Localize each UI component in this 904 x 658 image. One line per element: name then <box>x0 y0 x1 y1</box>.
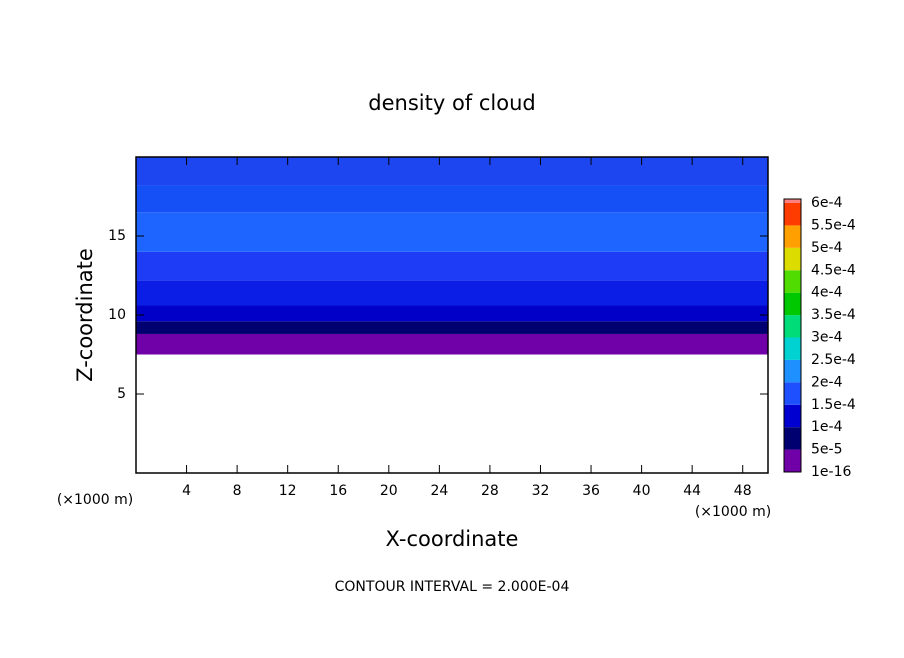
x-tick-label: 8 <box>233 483 242 499</box>
colorbar-cell <box>784 292 801 316</box>
colorbar-cell <box>784 270 801 293</box>
colorbar-label: 1e-4 <box>811 419 843 435</box>
x-tick-label: 20 <box>380 483 398 499</box>
contour-band <box>136 280 768 306</box>
colorbar-label: 5.5e-4 <box>811 217 856 233</box>
contour-band <box>136 251 768 281</box>
colorbar-label: 1e-16 <box>811 464 851 480</box>
x-tick-label: 44 <box>683 483 701 499</box>
contour-band <box>136 157 768 186</box>
colorbar-cell <box>784 247 801 271</box>
colorbar-label: 3e-4 <box>811 330 843 346</box>
colorbar-label: 2e-4 <box>811 374 843 390</box>
x-unit-label: (×1000 m) <box>695 504 771 520</box>
footer: CONTOUR INTERVAL = 2.000E-04 <box>335 579 570 595</box>
colorbar-label: 4e-4 <box>811 285 843 301</box>
y-tick-label: 10 <box>108 307 126 323</box>
contour-band <box>136 305 768 322</box>
x-tick-label: 32 <box>532 483 550 499</box>
x-unit-label: (×1000 m) <box>57 492 133 508</box>
colorbar-cell <box>784 404 801 428</box>
x-tick-label: 24 <box>430 483 448 499</box>
x-tick-label: 28 <box>481 483 499 499</box>
contour-band <box>136 185 768 213</box>
contour-band <box>136 212 768 252</box>
y-tick-label: 5 <box>117 386 126 402</box>
colorbar-cell <box>784 449 801 472</box>
x-tick-label: 12 <box>279 483 297 499</box>
x-tick-label: 36 <box>582 483 600 499</box>
chart-title: density of cloud <box>368 91 535 115</box>
colorbar-cell <box>784 315 801 338</box>
x-axis-label: X-coordinate <box>386 527 519 551</box>
colorbar-label: 4.5e-4 <box>811 262 856 278</box>
colorbar-label: 2.5e-4 <box>811 352 856 368</box>
contour-band <box>136 333 768 355</box>
x-tick-label: 16 <box>329 483 347 499</box>
colorbar-cell <box>784 382 801 405</box>
colorbar-cell <box>784 225 801 248</box>
contour-band <box>136 321 768 334</box>
colorbar-label: 6e-4 <box>811 195 843 211</box>
colorbar-cell <box>784 203 801 226</box>
colorbar-cell <box>784 359 801 383</box>
x-tick-label: 4 <box>182 483 191 499</box>
y-tick-label: 15 <box>108 228 126 244</box>
x-tick-label: 48 <box>734 483 752 499</box>
colorbar-cell <box>784 337 801 360</box>
colorbar-cell <box>784 427 801 450</box>
colorbar-cell <box>784 199 801 203</box>
y-axis-label: Z-coordinate <box>73 248 97 382</box>
colorbar-label: 5e-4 <box>811 240 843 256</box>
colorbar-frame <box>783 198 802 473</box>
colorbar-label: 1.5e-4 <box>811 397 856 413</box>
colorbar-label: 5e-5 <box>811 442 842 458</box>
colorbar-label: 3.5e-4 <box>811 307 856 323</box>
x-tick-label: 40 <box>633 483 651 499</box>
